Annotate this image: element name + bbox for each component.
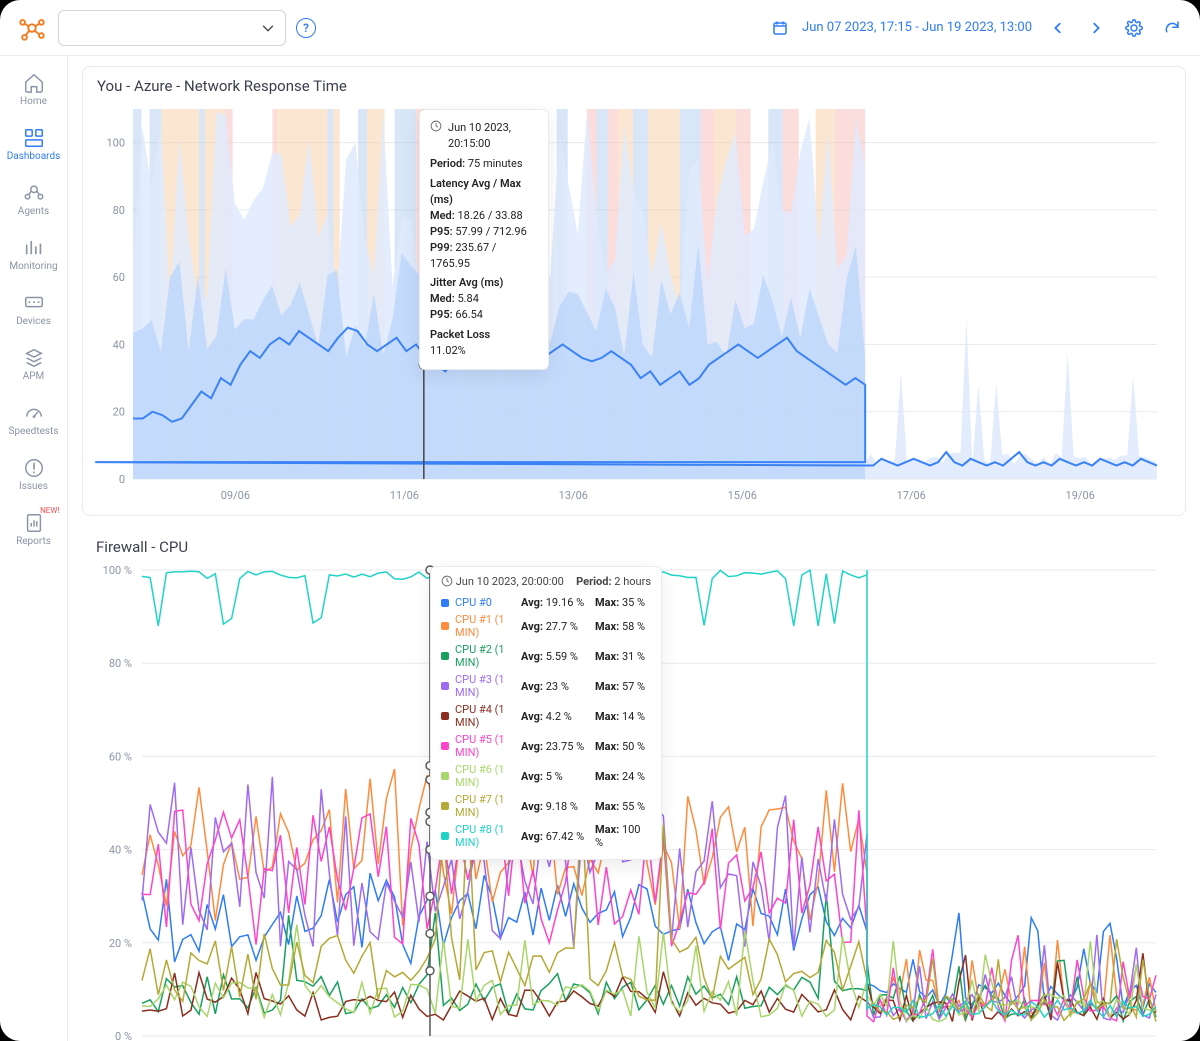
cpu-chart-wrap: 0 %20 %40 %60 %80 %100 %09/0611/0613/061… xyxy=(82,560,1186,1041)
sidebar-item-apm[interactable]: APM xyxy=(4,341,64,388)
date-range-text: Jun 07 2023, 17:15 - Jun 19 2023, 13:00 xyxy=(802,20,1032,35)
sidebar-item-label: Reports xyxy=(16,536,51,547)
sidebar-item-label: Issues xyxy=(19,481,48,492)
home-icon xyxy=(23,72,45,94)
refresh-button[interactable] xyxy=(1160,16,1184,40)
svg-text:0: 0 xyxy=(119,473,125,486)
tooltip-timestamp: Jun 10 2023, 20:15:00 xyxy=(448,120,538,152)
svg-text:17/06: 17/06 xyxy=(897,489,926,502)
sidebar-item-devices[interactable]: Devices xyxy=(4,286,64,333)
svg-text:40: 40 xyxy=(113,338,125,351)
content: You - Azure - Network Response Time 0 20 4… xyxy=(68,56,1200,1041)
sidebar-item-label: Home xyxy=(20,96,47,107)
sidebar-item-dashboards[interactable]: Dashboards xyxy=(4,121,64,168)
sidebar-item-label: Speedtests xyxy=(9,426,59,437)
dashboard-icon xyxy=(23,127,45,149)
network-tooltip: Jun 10 2023, 20:15:00 Period: 75 minutes… xyxy=(419,109,549,370)
cpu-legend-row: CPU #5 (1 MIN)Avg: 23.75 %Max: 50 % xyxy=(441,731,651,761)
svg-text:20: 20 xyxy=(113,406,125,419)
cpu-legend-row: CPU #8 (1 MIN)Avg: 67.42 %Max: 100 % xyxy=(441,821,651,851)
new-badge: NEW! xyxy=(40,506,59,515)
svg-text:09/06: 09/06 xyxy=(221,489,250,502)
sidebar-item-home[interactable]: Home xyxy=(4,66,64,113)
panel-network: You - Azure - Network Response Time 0 20 4… xyxy=(82,66,1186,516)
panel-cpu-title: Firewall - CPU xyxy=(82,528,1186,560)
sidebar-item-speedtests[interactable]: Speedtests xyxy=(4,396,64,443)
apm-icon xyxy=(23,347,45,369)
sidebar-item-label: Devices xyxy=(16,316,51,327)
chevron-down-icon xyxy=(261,21,275,35)
reports-icon xyxy=(23,512,45,534)
cpu-tooltip: Jun 10 2023, 20:00:00 Period: 2 hours CP… xyxy=(430,566,662,860)
svg-text:15/06: 15/06 xyxy=(728,489,757,502)
cpu-legend-row: CPU #0Avg: 19.16 %Max: 35 % xyxy=(441,594,651,611)
cpu-legend-row: CPU #6 (1 MIN)Avg: 5 %Max: 24 % xyxy=(441,761,651,791)
speedtest-icon xyxy=(23,402,45,424)
svg-text:0 %: 0 % xyxy=(115,1030,132,1041)
context-select[interactable] xyxy=(58,10,286,46)
svg-text:100: 100 xyxy=(106,137,125,150)
svg-text:80 %: 80 % xyxy=(109,657,132,670)
cpu-series-name: CPU #2 (1 MIN) xyxy=(455,643,515,669)
cpu-series-name: CPU #1 (1 MIN) xyxy=(455,613,515,639)
cpu-series-name: CPU #5 (1 MIN) xyxy=(455,733,515,759)
sidebar-item-label: Monitoring xyxy=(9,261,57,272)
cpu-series-name: CPU #6 (1 MIN) xyxy=(455,763,515,789)
svg-text:40 %: 40 % xyxy=(109,844,132,857)
cpu-legend-row: CPU #7 (1 MIN)Avg: 9.18 %Max: 55 % xyxy=(441,791,651,821)
cpu-legend-row: CPU #4 (1 MIN)Avg: 4.2 %Max: 14 % xyxy=(441,701,651,731)
cpu-series-name: CPU #7 (1 MIN) xyxy=(455,793,515,819)
cpu-series-name: CPU #8 (1 MIN) xyxy=(455,823,515,849)
svg-text:13/06: 13/06 xyxy=(559,489,588,502)
sidebar-item-label: APM xyxy=(23,371,45,382)
cpu-series-name: CPU #4 (1 MIN) xyxy=(455,703,515,729)
panel-cpu: Firewall - CPU 0 %20 %40 %60 %80 %100 %0… xyxy=(82,528,1186,1041)
monitoring-icon xyxy=(23,237,45,259)
help-icon[interactable]: ? xyxy=(296,18,316,38)
svg-text:60 %: 60 % xyxy=(109,750,132,763)
cpu-series-name: CPU #3 (1 MIN) xyxy=(455,673,515,699)
svg-text:19/06: 19/06 xyxy=(1066,489,1095,502)
panel-network-title: You - Azure - Network Response Time xyxy=(83,67,1185,99)
network-chart[interactable]: 0 20 40 60 80 100 09/06 11/06 13/06 15/06 17/06 19/… xyxy=(95,103,1165,507)
date-range-picker[interactable]: Jun 07 2023, 17:15 - Jun 19 2023, 13:00 xyxy=(772,16,1184,40)
topbar: ? Jun 07 2023, 17:15 - Jun 19 2023, 13:0… xyxy=(0,0,1200,56)
sidebar-item-label: Agents xyxy=(18,206,49,217)
network-chart-wrap: 0 20 40 60 80 100 09/06 11/06 13/06 15/06 17/06 19/… xyxy=(83,99,1185,515)
sidebar-item-monitoring[interactable]: Monitoring xyxy=(4,231,64,278)
cpu-legend-row: CPU #2 (1 MIN)Avg: 5.59 %Max: 31 % xyxy=(441,641,651,671)
calendar-icon xyxy=(772,20,788,36)
svg-text:100 %: 100 % xyxy=(103,564,132,577)
sidebar-item-label: Dashboards xyxy=(7,151,61,162)
sidebar: Home Dashboards Agents Monitoring Devices APM… xyxy=(0,56,68,1041)
logo xyxy=(16,12,48,44)
sidebar-item-agents[interactable]: Agents xyxy=(4,176,64,223)
cpu-legend-row: CPU #3 (1 MIN)Avg: 23 %Max: 57 % xyxy=(441,671,651,701)
sidebar-item-reports[interactable]: NEW! Reports xyxy=(4,506,64,553)
cpu-legend-row: CPU #1 (1 MIN)Avg: 27.7 %Max: 58 % xyxy=(441,611,651,641)
app-root: ? Jun 07 2023, 17:15 - Jun 19 2023, 13:0… xyxy=(0,0,1200,1041)
sidebar-item-issues[interactable]: Issues xyxy=(4,451,64,498)
svg-text:80: 80 xyxy=(113,204,125,217)
settings-button[interactable] xyxy=(1122,16,1146,40)
next-range-button[interactable] xyxy=(1084,16,1108,40)
cpu-series-name: CPU #0 xyxy=(455,596,515,609)
svg-text:11/06: 11/06 xyxy=(390,489,419,502)
devices-icon xyxy=(23,292,45,314)
agents-icon xyxy=(23,182,45,204)
issues-icon xyxy=(23,457,45,479)
svg-text:20 %: 20 % xyxy=(109,937,132,950)
svg-text:60: 60 xyxy=(113,271,125,284)
prev-range-button[interactable] xyxy=(1046,16,1070,40)
